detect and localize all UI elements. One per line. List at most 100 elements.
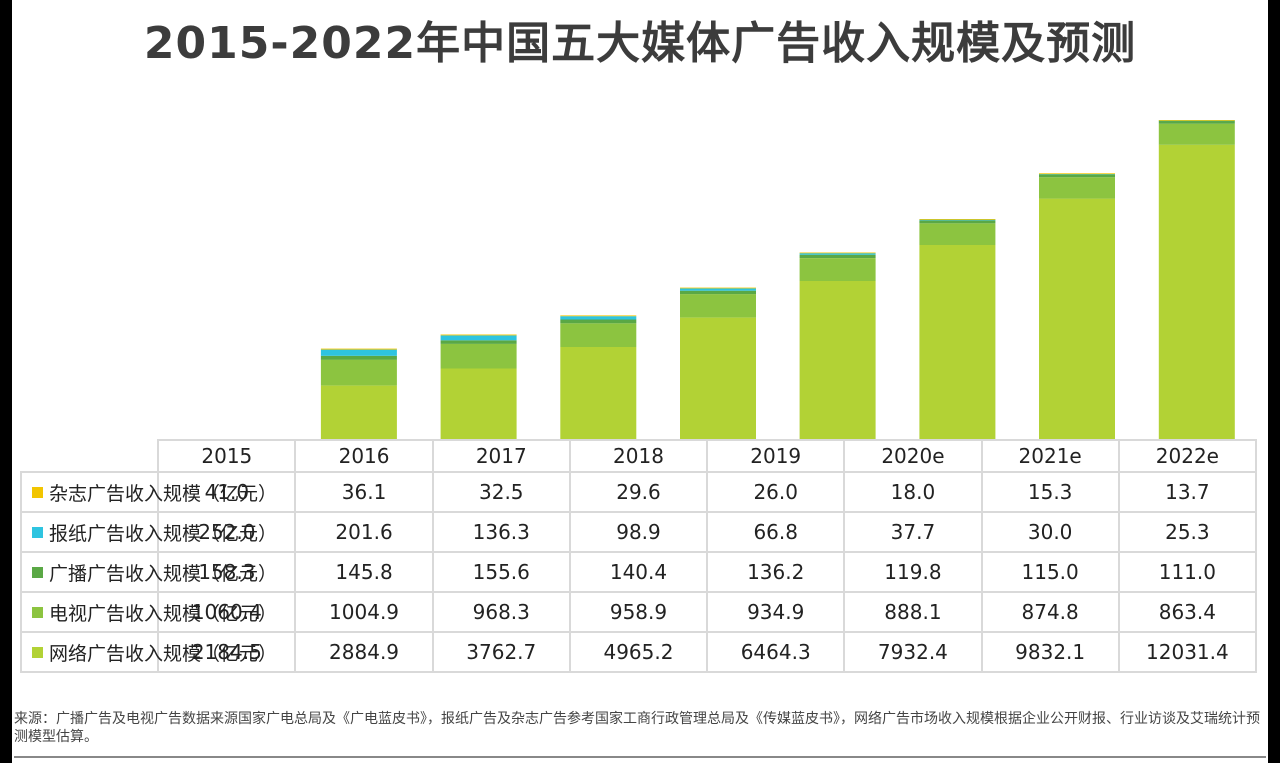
bar-segment: [680, 290, 756, 295]
bar-segment: [799, 258, 876, 281]
data-cell: 9832.1: [980, 631, 1120, 673]
bar-segment: [320, 349, 397, 356]
bar-segment: [560, 323, 637, 347]
data-cell: 874.8: [980, 591, 1120, 633]
data-cell: 37.7: [843, 511, 983, 553]
data-cell: 4965.2: [568, 631, 709, 673]
bar-segment: [1039, 173, 1115, 175]
data-cell: 6464.3: [706, 631, 846, 673]
data-cell: 252.0: [157, 511, 297, 553]
data-cell: 13.7: [1117, 471, 1258, 513]
data-cell: 1060.4: [157, 591, 297, 633]
stacked-bar-chart: [320, 120, 1235, 440]
bar-segment: [1158, 123, 1235, 145]
bottom-divider: [14, 756, 1266, 758]
table-row: 杂志广告收入规模（亿元） 41.0 36.1 32.5 29.6 26.0 18.0 15.3…: [19, 471, 1258, 513]
bar-segment: [680, 294, 756, 318]
legend-swatch-icon: [32, 646, 43, 658]
data-cell: 115.0: [980, 551, 1120, 593]
data-cell: 968.3: [431, 591, 571, 633]
bar-segment: [1039, 198, 1115, 439]
bar-segment: [919, 219, 996, 221]
category-label: 2019: [706, 439, 846, 473]
bar-segment: [919, 219, 996, 220]
bar-segment: [560, 319, 637, 324]
data-cell: 863.4: [1117, 591, 1258, 633]
legend-swatch-icon: [32, 486, 43, 498]
category-label: 2021e: [980, 439, 1120, 473]
frame-left-border: [0, 0, 12, 763]
bar-segment: [320, 355, 397, 360]
bar-segment: [799, 254, 876, 258]
frame-right-border: [1268, 0, 1280, 763]
data-cell: 155.6: [431, 551, 571, 593]
bar-segment: [1039, 174, 1115, 178]
data-cell: 2184.5: [157, 631, 297, 673]
bar-segment: [1158, 120, 1235, 121]
table-row: 广播广告收入规模（亿元） 158.3 145.8 155.6 140.4 136.2 119…: [19, 551, 1258, 593]
bar-segment: [799, 252, 876, 254]
data-table: 2015 2016 2017 2018 2019 2020e 2021e 202…: [19, 439, 1258, 673]
data-cell: 7932.4: [843, 631, 983, 673]
category-label: 2020e: [843, 439, 983, 473]
bar-segment: [799, 253, 876, 255]
bar-segment: [440, 368, 517, 439]
data-cell: 145.8: [294, 551, 434, 593]
bar-segment: [560, 316, 637, 320]
bar-segment: [799, 280, 876, 439]
data-cell: 136.3: [431, 511, 571, 553]
data-cell: 66.8: [706, 511, 846, 553]
bar-segment: [320, 359, 397, 386]
row-legend-label: 杂志广告收入规模（亿元）: [19, 471, 277, 513]
data-cell: 15.3: [980, 471, 1120, 513]
bar-segment: [919, 245, 996, 439]
data-cell: 136.2: [706, 551, 846, 593]
category-label: 2016: [294, 439, 434, 473]
legend-swatch-icon: [32, 526, 43, 538]
row-legend-label: 电视广告收入规模（亿元）: [19, 591, 277, 633]
bar-segment: [320, 348, 397, 350]
bar-segment: [560, 347, 637, 439]
table-row: 电视广告收入规模（亿元） 1060.4 1004.9 968.3 958.9 934.9 8…: [19, 591, 1258, 633]
legend-swatch-icon: [32, 566, 43, 578]
bar-segment: [919, 220, 996, 224]
bar-segment: [440, 340, 517, 344]
data-cell: 30.0: [980, 511, 1120, 553]
data-cell: 36.1: [294, 471, 434, 513]
bar-segment: [320, 385, 397, 439]
data-cell: 119.8: [843, 551, 983, 593]
bar-segment: [680, 317, 756, 439]
data-cell: 26.0: [706, 471, 846, 513]
bar-segment: [1039, 177, 1115, 199]
data-cell: 158.3: [157, 551, 297, 593]
data-cell: 1004.9: [294, 591, 434, 633]
row-legend-label: 网络广告收入规模（亿元）: [19, 631, 277, 673]
table-row: 网络广告收入规模（亿元） 2184.5 2884.9 3762.7 4965.2 6464…: [19, 631, 1258, 673]
data-cell: 201.6: [294, 511, 434, 553]
data-cell: 958.9: [568, 591, 709, 633]
row-legend-label: 广播广告收入规模（亿元）: [19, 551, 277, 593]
bar-segment: [560, 315, 637, 317]
data-cell: 888.1: [843, 591, 983, 633]
bar-segment: [440, 343, 517, 369]
data-cell: 12031.4: [1117, 631, 1258, 673]
data-cell: 934.9: [706, 591, 846, 633]
data-cell: 98.9: [568, 511, 709, 553]
category-label: 2017: [431, 439, 571, 473]
table-corner: [21, 440, 160, 473]
bar-segment: [440, 334, 517, 336]
bar-segment: [440, 335, 517, 341]
bar-segment: [1158, 121, 1235, 124]
bar-segment: [919, 223, 996, 245]
legend-swatch-icon: [32, 606, 43, 618]
data-cell: 32.5: [431, 471, 571, 513]
source-note: 来源：广播广告及电视广告数据来源国家广电总局及《广电蓝皮书》，报纸广告及杂志广告…: [14, 711, 1260, 745]
bar-segment: [680, 288, 756, 291]
category-label: 2015: [157, 439, 297, 473]
table-header-row: 2015 2016 2017 2018 2019 2020e 2021e 202…: [21, 439, 1258, 473]
data-cell: 111.0: [1117, 551, 1258, 593]
chart-title: 2015-2022年中国五大媒体广告收入规模及预测: [143, 18, 1137, 69]
bar-segment: [1158, 144, 1235, 440]
data-cell: 3762.7: [431, 631, 571, 673]
category-label: 2018: [568, 439, 709, 473]
